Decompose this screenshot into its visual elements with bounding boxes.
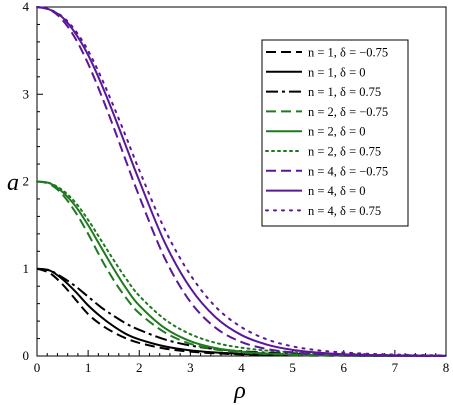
y-tick-label: 3 bbox=[23, 86, 30, 101]
x-axis-label: ρ bbox=[233, 378, 246, 404]
legend-label: n = 1, δ = 0.75 bbox=[308, 85, 381, 99]
x-tick-label: 1 bbox=[85, 360, 92, 375]
y-tick-label: 0 bbox=[23, 348, 30, 363]
x-tick-label: 5 bbox=[289, 360, 296, 375]
x-tick-label: 3 bbox=[187, 360, 194, 375]
y-axis-label: a bbox=[7, 170, 19, 196]
legend-label: n = 4, δ = 0 bbox=[308, 184, 366, 198]
series-layer bbox=[36, 6, 447, 357]
legend-label: n = 4, δ = 0.75 bbox=[308, 204, 381, 218]
series-line-8 bbox=[36, 6, 447, 357]
x-tick-label: 7 bbox=[392, 360, 399, 375]
series-line-4 bbox=[36, 180, 447, 357]
legend: n = 1, δ = −0.75 n = 1, δ = 0 n = 1, δ = 0… bbox=[261, 39, 409, 227]
x-tick-label: 4 bbox=[238, 360, 245, 375]
legend-label: n = 1, δ = −0.75 bbox=[308, 46, 388, 60]
legend-label: n = 1, δ = 0 bbox=[308, 65, 366, 79]
y-tick-label: 2 bbox=[23, 174, 30, 189]
x-tick-label: 8 bbox=[443, 360, 450, 375]
legend-label: n = 2, δ = −0.75 bbox=[308, 105, 388, 119]
y-tick-label: 1 bbox=[23, 261, 30, 276]
legend-label: n = 2, δ = 0.75 bbox=[308, 145, 381, 159]
x-tick-label: 2 bbox=[136, 360, 143, 375]
legend-label: n = 2, δ = 0 bbox=[308, 125, 366, 139]
y-tick-label: 4 bbox=[23, 0, 30, 14]
x-tick-label: 0 bbox=[34, 360, 41, 375]
legend-label: n = 4, δ = −0.75 bbox=[308, 164, 388, 178]
x-tick-label: 6 bbox=[341, 360, 348, 375]
